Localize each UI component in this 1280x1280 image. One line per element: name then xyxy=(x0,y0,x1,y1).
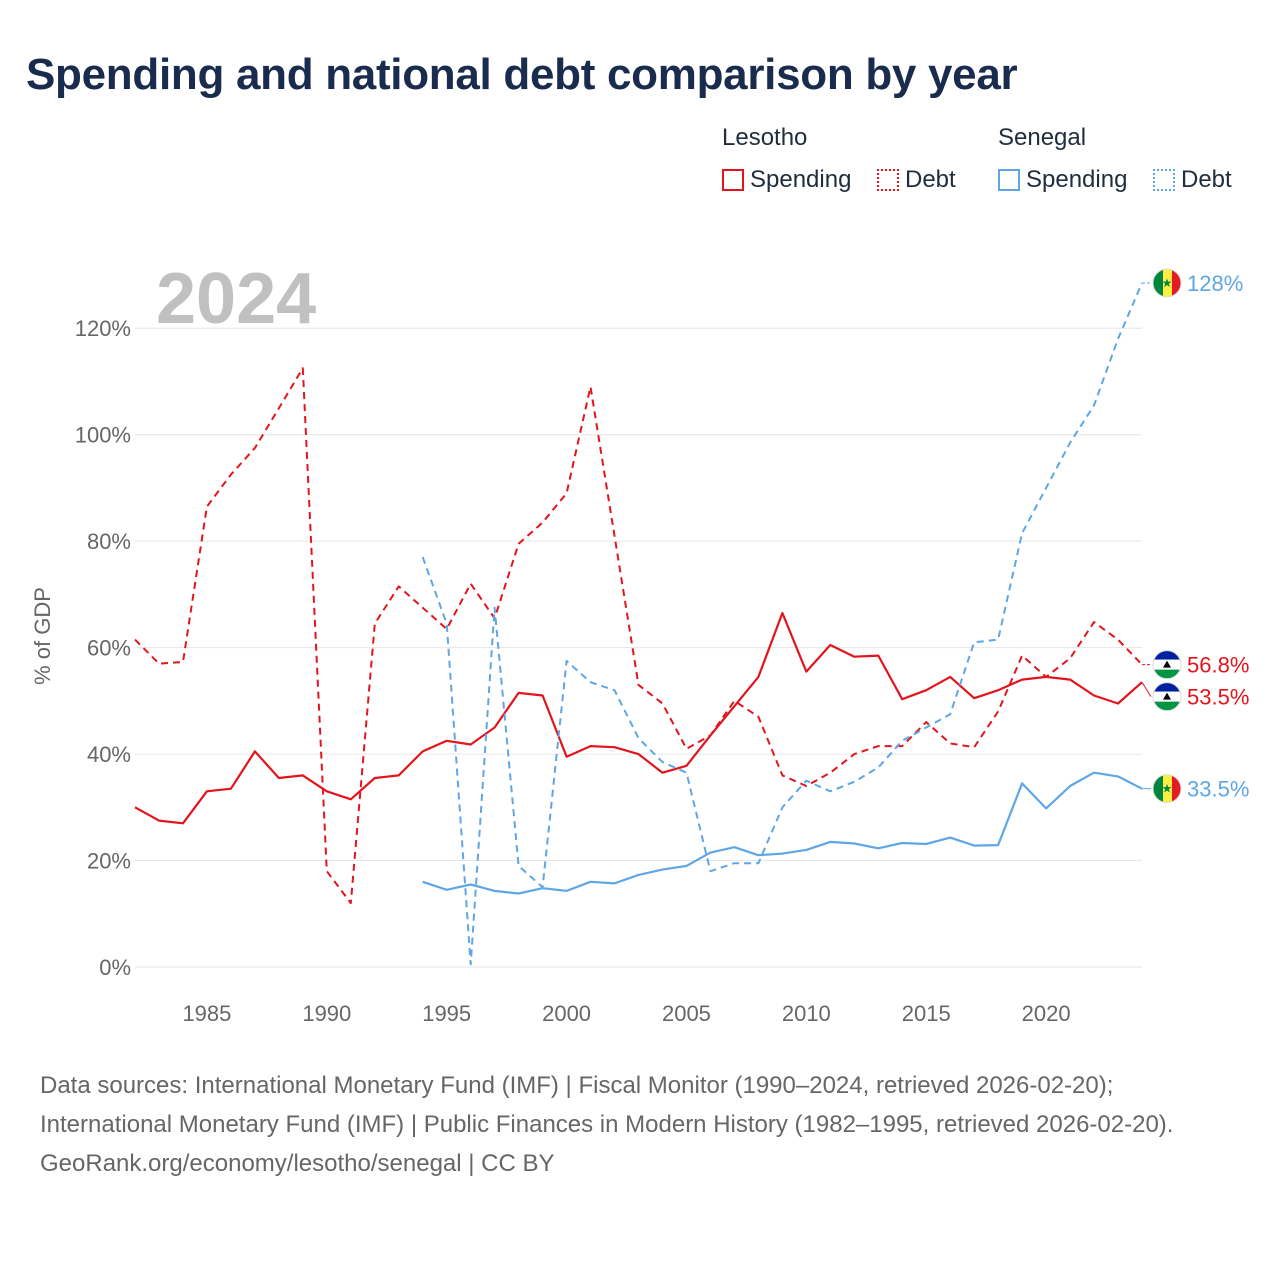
solid-line-swatch-icon xyxy=(998,169,1020,191)
x-tick-label: 2000 xyxy=(542,1001,591,1026)
svg-text:★: ★ xyxy=(1162,276,1173,290)
line-chart: 2024 0% 20% 40% 60% 80% 100% 120% 1985 1990 1995 20… xyxy=(30,259,1249,1026)
y-tick-label: 60% xyxy=(87,636,131,661)
series-line-senegal-debt[interactable] xyxy=(421,282,1143,966)
x-tick-label: 2020 xyxy=(1022,1001,1071,1026)
end-value-label: 56.8% xyxy=(1187,653,1249,678)
y-tick-label: 100% xyxy=(75,423,131,448)
legend-label: Debt xyxy=(905,166,956,193)
end-value-label: 128% xyxy=(1187,271,1243,296)
credit-link[interactable]: GeoRank.org/economy/lesotho/senegal | CC… xyxy=(40,1150,555,1177)
senegal-flag-icon: ★ xyxy=(1152,774,1182,804)
svg-text:★: ★ xyxy=(1162,782,1173,796)
y-tick-label: 20% xyxy=(87,849,131,874)
x-tick-label: 1990 xyxy=(302,1001,351,1026)
y-tick-label: 120% xyxy=(75,316,131,341)
x-tick-label: 2010 xyxy=(782,1001,831,1026)
legend-label: Spending xyxy=(1026,166,1128,193)
lesotho-flag-icon xyxy=(1152,650,1182,680)
x-tick-label: 2005 xyxy=(662,1001,711,1026)
lesotho-flag-icon xyxy=(1152,682,1182,712)
legend-group-lesotho: Lesotho xyxy=(722,124,808,151)
dotted-line-swatch-icon xyxy=(877,169,899,191)
data-sources: Data sources: International Monetary Fun… xyxy=(40,1072,1174,1138)
x-tick-label: 1985 xyxy=(182,1001,231,1026)
x-tick-label: 1995 xyxy=(422,1001,471,1026)
end-label-connector xyxy=(1141,681,1152,697)
end-value-label: 53.5% xyxy=(1187,685,1249,710)
series-line-lesotho-spending[interactable] xyxy=(134,611,1143,825)
y-tick-label: 40% xyxy=(87,742,131,767)
solid-line-swatch-icon xyxy=(722,169,744,191)
end-value-label: 33.5% xyxy=(1187,777,1249,802)
series-line-lesotho-debt[interactable] xyxy=(134,367,1143,905)
legend-label: Spending xyxy=(750,166,852,193)
legend-group-senegal: Senegal xyxy=(998,124,1087,151)
legend-item-lesotho-debt[interactable]: Debt xyxy=(877,166,956,194)
x-tick-label: 2015 xyxy=(902,1001,951,1026)
dotted-line-swatch-icon xyxy=(1153,169,1175,191)
footer: Data sources: International Monetary Fun… xyxy=(40,1066,1240,1183)
y-tick-label: 80% xyxy=(87,529,131,554)
y-axis-label: % of GDP xyxy=(30,587,55,685)
legend-item-lesotho-spending[interactable]: Spending xyxy=(722,166,851,194)
year-watermark: 2024 xyxy=(156,259,316,339)
chart-title: Spending and national debt comparison by… xyxy=(26,50,1018,99)
senegal-flag-icon: ★ xyxy=(1152,268,1182,298)
legend-label: Debt xyxy=(1181,166,1232,193)
y-tick-label: 0% xyxy=(99,955,131,980)
legend-item-senegal-spending[interactable]: Spending xyxy=(998,166,1127,194)
legend-item-senegal-debt[interactable]: Debt xyxy=(1153,166,1232,194)
